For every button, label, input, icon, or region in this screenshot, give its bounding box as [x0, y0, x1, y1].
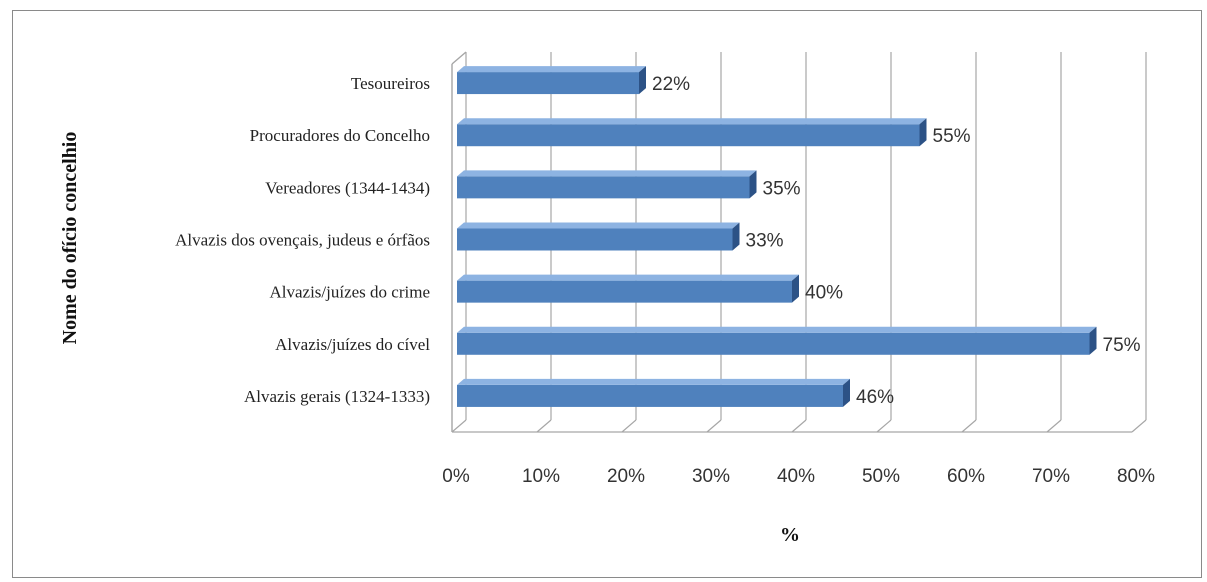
bar-side-face	[792, 274, 799, 303]
data-label: 75%	[1103, 335, 1141, 356]
floor-gridline	[706, 419, 722, 433]
bar-top-face	[457, 66, 646, 73]
x-tick-label: 80%	[1117, 466, 1155, 487]
floor-gridline	[791, 419, 807, 433]
category-label: Alvazis dos ovençais, judeus e órfãos	[175, 231, 430, 250]
bar	[457, 176, 750, 199]
floor-gridline	[1046, 419, 1062, 433]
category-label: Alvazis/juízes do crime	[269, 283, 430, 302]
floor-gridline	[961, 419, 977, 433]
x-tick-label: 30%	[692, 466, 730, 487]
bar-side-face	[843, 378, 850, 407]
category-label: Alvazis/juízes do cível	[275, 335, 430, 354]
bar-side-face	[749, 170, 757, 199]
category-label: Alvazis gerais (1324-1333)	[244, 387, 430, 406]
data-label: 33%	[746, 231, 784, 252]
data-label: 22%	[652, 74, 690, 95]
x-tick-label: 10%	[522, 466, 560, 487]
floor-gridline	[621, 419, 637, 433]
bar-top-face	[457, 118, 927, 125]
bar	[457, 124, 920, 147]
x-tick-label: 0%	[442, 466, 470, 487]
bar-top-face	[457, 274, 799, 281]
bar	[457, 280, 792, 303]
category-label: Vereadores (1344-1434)	[265, 178, 430, 197]
x-tick-label: 50%	[862, 466, 900, 487]
bar-top-face	[457, 378, 850, 385]
floor-gridline	[451, 419, 467, 433]
bar-side-face	[919, 118, 927, 147]
bar-top-face	[457, 326, 1097, 333]
floor-gridline	[1131, 419, 1147, 433]
floor-gridline	[536, 419, 552, 433]
data-label: 40%	[805, 283, 843, 304]
bar-side-face	[1089, 326, 1097, 355]
bar	[457, 228, 733, 251]
chart-frame	[12, 10, 1202, 578]
bar-top-face	[457, 222, 740, 229]
data-label: 55%	[933, 126, 971, 147]
x-tick-label: 40%	[777, 466, 815, 487]
bar-top-face	[457, 170, 757, 177]
y-axis-title: Nome do ofício concelhio	[59, 132, 81, 345]
floor-gridline	[876, 419, 892, 433]
gridlines	[451, 51, 1147, 433]
x-axis-title: %	[780, 524, 800, 546]
data-label: 35%	[763, 178, 801, 199]
x-tick-label: 60%	[947, 466, 985, 487]
x-tick-label: 20%	[607, 466, 645, 487]
category-label: Procuradores do Concelho	[250, 126, 430, 145]
bar-side-face	[732, 222, 740, 251]
bar-side-face	[639, 66, 646, 95]
bar	[457, 332, 1090, 355]
data-label: 46%	[856, 387, 894, 408]
bar	[457, 384, 843, 407]
left-wall-top	[451, 51, 467, 65]
bars	[457, 66, 1097, 407]
bar	[457, 72, 639, 95]
x-tick-label: 70%	[1032, 466, 1070, 487]
category-label: Tesoureiros	[351, 74, 430, 93]
labels: 0% 10% 20% 30% 40% 50% 60% 70% 80% Tesoureiros 22%…	[175, 74, 1155, 487]
